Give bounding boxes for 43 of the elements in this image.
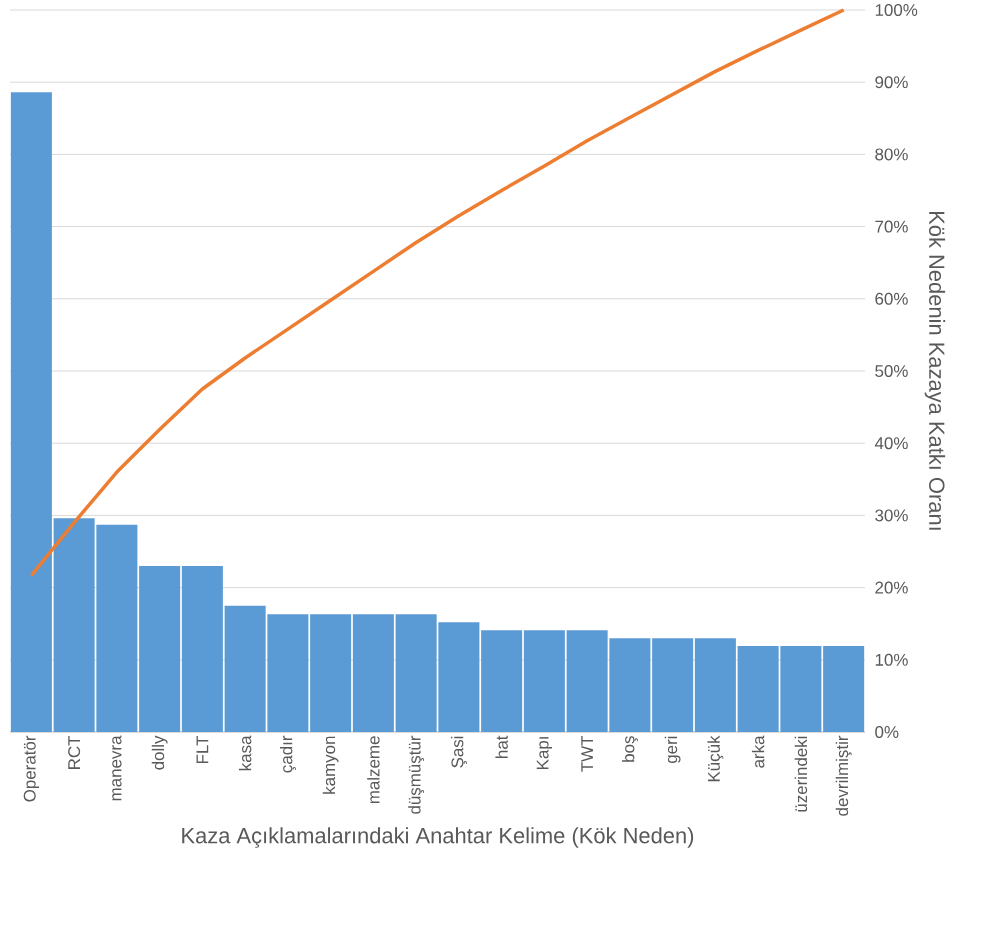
y2-tick-label: 20% <box>875 581 908 594</box>
x-tick-label: arka <box>751 735 765 768</box>
bar <box>10 92 52 732</box>
x-tick-label: düşmüştür <box>408 735 425 814</box>
x-tick-label: devrilmiştir <box>835 735 852 816</box>
y2-tick-label: 0% <box>875 726 899 738</box>
x-tick-label: FLT <box>196 735 209 763</box>
y2-tick-label: 80% <box>875 148 908 161</box>
y2-tick-label: 50% <box>875 364 908 377</box>
y2-tick-label: 70% <box>875 220 908 233</box>
bar <box>352 614 394 732</box>
y2-tick-label: 30% <box>875 509 908 522</box>
x-tick-label: manevra <box>112 735 122 801</box>
x-tick-label: Operatör <box>23 735 40 802</box>
x-tick-label: geri <box>664 736 681 764</box>
bar <box>310 614 352 732</box>
y2-axis-title: Kök Nedenin Kazaya Katkı Oranı <box>924 211 946 530</box>
bar <box>823 646 865 732</box>
x-tick-label: kasa <box>238 735 252 771</box>
x-tick-label: boş <box>621 736 638 762</box>
x-tick-label: çadır <box>279 735 296 773</box>
bar <box>139 565 181 732</box>
x-tick-label: kamyon <box>322 736 339 794</box>
y2-tick-label: 100% <box>875 3 918 16</box>
y2-tick-label: 40% <box>874 437 908 450</box>
y2-tick-label: 10% <box>875 653 908 666</box>
y2-tick-label: 90% <box>875 76 908 89</box>
y2-tick-label: 60% <box>875 292 908 305</box>
bar <box>694 638 736 732</box>
x-axis-title: Kaza Açıklamalarındaki Anahtar Kelime (Kök Neden) <box>182 827 694 848</box>
x-tick-label: Küçük <box>707 735 724 782</box>
x-tick-label: hat <box>495 735 508 758</box>
bar <box>181 565 223 732</box>
x-tick-label: dolly <box>151 735 168 770</box>
bar <box>523 630 565 732</box>
x-tick-label: malzeme <box>367 736 380 804</box>
x-tick-label: Kapı <box>536 737 552 769</box>
bar <box>481 630 523 732</box>
x-tick-label: TWT <box>581 735 593 772</box>
x-tick-label: üzerindeki <box>794 736 808 812</box>
bar <box>652 638 694 732</box>
x-tick-label: RCT <box>68 735 81 769</box>
x-tick-label: Şasi <box>450 736 467 768</box>
